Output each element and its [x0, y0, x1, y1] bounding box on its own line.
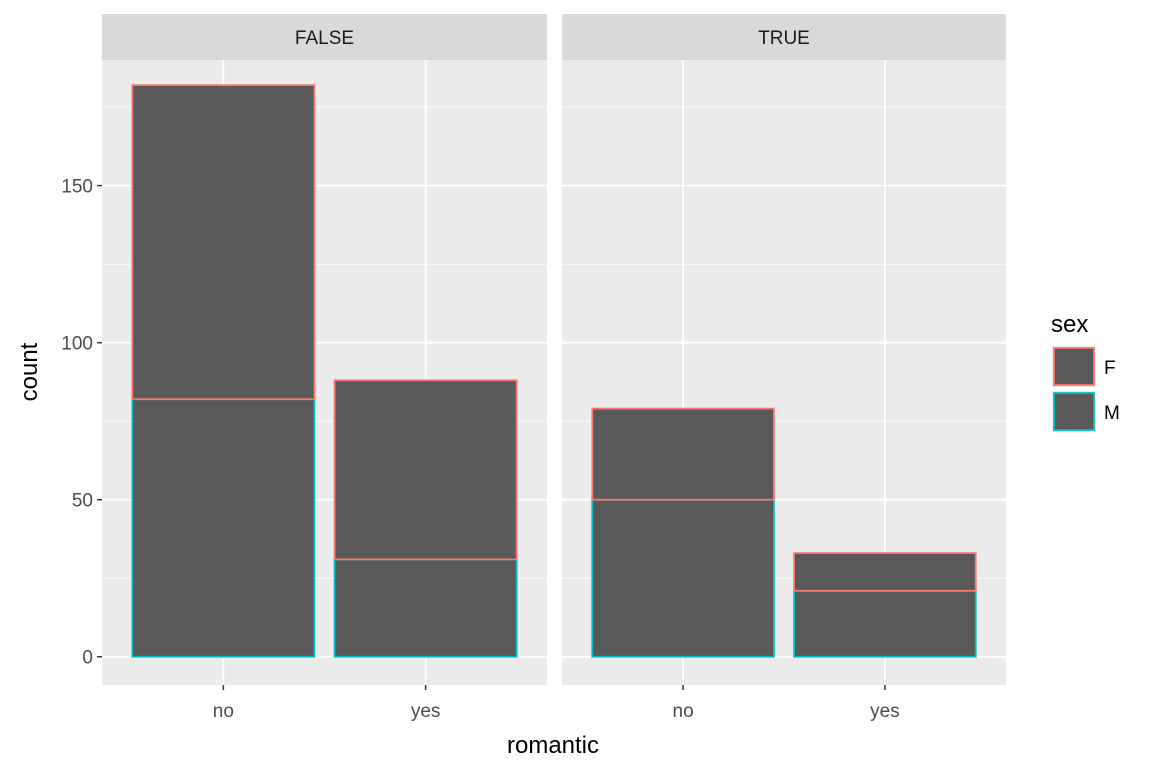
y-tick-label: 100: [61, 334, 93, 355]
facet-panel-false: FALSE: [102, 14, 547, 685]
legend-title: sex: [1051, 311, 1088, 338]
legend-key-f: [1053, 347, 1095, 386]
y-axis: 0 50 100 150: [61, 177, 102, 669]
x-tick-label: no: [213, 701, 234, 722]
bar-true-no-m: [591, 498, 775, 658]
bar-false-yes-f: [333, 379, 518, 561]
facet-panels: FALSE TRUE: [102, 14, 1006, 685]
bar-true-yes-m: [793, 589, 977, 658]
facet-strip: [562, 14, 1006, 60]
y-tick-label: 150: [61, 177, 93, 198]
bar-false-yes-m: [333, 558, 518, 658]
x-tick-label: no: [673, 701, 694, 722]
facet-strip: [102, 14, 547, 60]
bar-false-no-f: [131, 84, 316, 401]
bar-true-no-f: [591, 407, 775, 501]
facet-panel-true: TRUE: [562, 14, 1006, 685]
bar-true-yes-f: [793, 552, 977, 592]
y-tick-label: 50: [72, 491, 93, 512]
x-axis-title: romantic: [507, 732, 599, 759]
facet-strip-label: TRUE: [758, 28, 810, 49]
x-tick-label: yes: [870, 701, 900, 722]
x-tick-label: yes: [411, 701, 441, 722]
legend-label-m: M: [1104, 403, 1120, 424]
y-axis-title: count: [16, 342, 43, 401]
legend-label-f: F: [1104, 358, 1116, 379]
x-axis: no yes no yes: [213, 685, 900, 722]
legend-key-m: [1053, 392, 1095, 431]
facet-strip-label: FALSE: [295, 28, 354, 49]
bar-false-no-m: [131, 398, 316, 658]
legend: sex F M: [1051, 311, 1120, 432]
y-tick-label: 0: [82, 648, 93, 669]
